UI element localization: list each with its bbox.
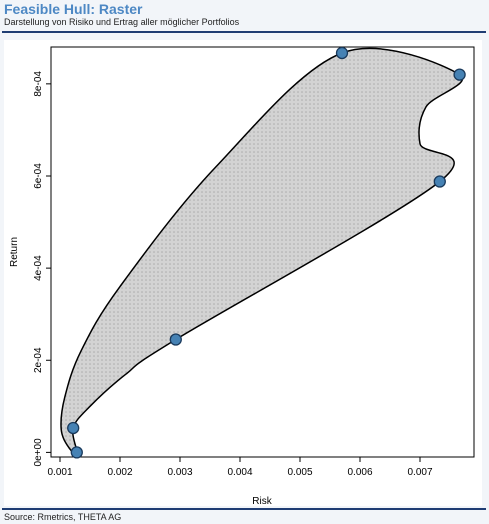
points-layer: [67, 46, 466, 459]
portfolio-point: [335, 46, 349, 60]
header-divider: [2, 31, 486, 33]
y-axis: 0e+00 2e-04 4e-04 6e-04 8e-04: [33, 71, 51, 467]
x-tick-label: 0.003: [167, 467, 192, 478]
portfolio-point: [70, 446, 83, 459]
x-axis-label: Risk: [252, 496, 272, 507]
x-axis: 0.001 0.002 0.003 0.004 0.005 0.006 0.007: [47, 457, 433, 478]
footer-divider: [2, 508, 486, 510]
page-subtitle: Darstellung von Risiko und Ertrag aller …: [4, 17, 240, 27]
portfolio-point: [433, 175, 446, 188]
portfolio-point: [169, 333, 182, 346]
x-tick-label: 0.005: [287, 467, 312, 478]
page-title: Feasible Hull: Raster: [4, 1, 143, 17]
y-axis-label: Return: [9, 237, 20, 267]
feasible-hull-chart: 0.001 0.002 0.003 0.004 0.005 0.006 0.007 0e+0…: [4, 40, 482, 507]
y-tick-label: 8e-04: [33, 71, 44, 97]
y-tick-label: 4e-04: [33, 255, 44, 281]
portfolio-point: [67, 421, 80, 435]
plot-frame: [50, 46, 475, 458]
y-tick-label: 2e-04: [33, 347, 44, 373]
x-tick-label: 0.006: [347, 467, 372, 478]
portfolio-point: [453, 68, 466, 81]
chart-area: 0.001 0.002 0.003 0.004 0.005 0.006 0.007 0e+0…: [0, 34, 489, 508]
y-tick-label: 6e-04: [33, 163, 44, 189]
x-tick-label: 0.001: [47, 467, 72, 478]
source-note: Source: Rmetrics, THETA AG: [4, 512, 122, 522]
x-tick-label: 0.002: [107, 467, 132, 478]
y-tick-label: 0e+00: [33, 438, 44, 467]
x-tick-label: 0.007: [407, 467, 432, 478]
chart-header: Feasible Hull: Raster Darstellung von Ri…: [0, 0, 489, 34]
x-tick-label: 0.004: [227, 467, 252, 478]
